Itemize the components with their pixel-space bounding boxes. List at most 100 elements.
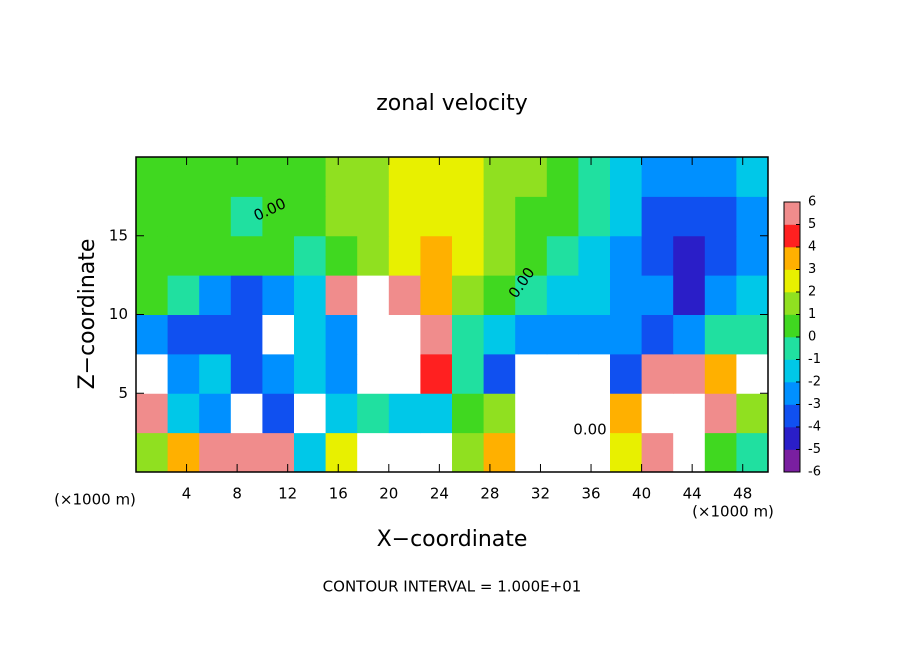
heat-cell <box>420 196 453 237</box>
heat-cell <box>546 432 579 473</box>
footer: CONTOUR INTERVAL = 1.000E+01 <box>323 578 582 596</box>
heat-cell <box>610 432 643 473</box>
heat-cell <box>262 353 295 394</box>
heat-cell <box>357 393 390 434</box>
heat-cell <box>325 275 358 315</box>
heat-cell <box>294 235 327 276</box>
heat-cell <box>483 275 516 315</box>
heat-cell <box>578 157 611 197</box>
y-tick-label: 15 <box>109 226 128 244</box>
heat-cell <box>610 353 643 394</box>
heat-cell <box>136 196 169 237</box>
heat-cell <box>641 393 674 434</box>
colorbar-swatch <box>784 314 800 338</box>
heat-cell <box>704 353 737 394</box>
heat-cell <box>420 432 453 473</box>
heat-cell <box>546 353 579 394</box>
heat-cell <box>262 393 295 434</box>
x-tick-label: 12 <box>278 485 297 503</box>
heat-cell <box>610 275 643 315</box>
heat-cell <box>357 275 390 315</box>
heat-cell <box>199 157 232 197</box>
heat-cell <box>199 235 232 276</box>
colorbar-swatch <box>784 202 800 225</box>
heat-cell <box>325 353 358 394</box>
heat-cell <box>230 275 263 315</box>
chart-title: zonal velocity <box>376 91 528 116</box>
heat-cell <box>673 275 706 315</box>
heat-cell <box>420 393 453 434</box>
heat-cell <box>136 157 169 197</box>
x-axis-label: X−coordinate <box>377 527 528 552</box>
heat-cell <box>230 157 263 197</box>
heat-cell <box>673 393 706 434</box>
heat-cell <box>483 432 516 473</box>
heat-cell <box>167 157 200 197</box>
heat-cell <box>578 235 611 276</box>
heat-cell <box>704 432 737 473</box>
x-tick-label: 20 <box>379 485 398 503</box>
colorbar-swatch <box>784 337 800 360</box>
heat-cell <box>546 157 579 197</box>
heat-cell <box>167 353 200 394</box>
heat-cell <box>167 196 200 237</box>
heat-cell <box>230 393 263 434</box>
heat-cell <box>546 393 579 434</box>
heat-cell <box>167 314 200 355</box>
colorbar-tick-label: -6 <box>808 465 821 480</box>
heat-cell <box>673 314 706 355</box>
colorbar-tick-label: 1 <box>808 307 816 322</box>
heat-cell <box>230 353 263 394</box>
heat-cell <box>483 314 516 355</box>
heat-cell <box>610 393 643 434</box>
colorbar-swatch <box>784 247 800 270</box>
colorbar-swatch <box>784 404 800 428</box>
heat-cell <box>262 432 295 473</box>
heat-cell <box>262 314 295 355</box>
heat-cell <box>736 275 769 315</box>
heat-cell <box>673 353 706 394</box>
colorbar-tick-label: -2 <box>808 375 821 390</box>
x-tick-label: 24 <box>430 485 449 503</box>
colorbar-tick-label: 6 <box>808 195 816 210</box>
colorbar-swatch <box>784 292 800 315</box>
heat-cell <box>452 196 485 237</box>
heat-cell <box>230 235 263 276</box>
heat-cell <box>420 314 453 355</box>
heat-cell <box>736 432 769 473</box>
heat-cell <box>420 157 453 197</box>
heat-cell <box>199 314 232 355</box>
colorbar-tick-label: -1 <box>808 352 821 367</box>
colorbar-tick-label: 4 <box>808 240 816 255</box>
heat-cell <box>199 275 232 315</box>
heat-cell <box>515 432 548 473</box>
heat-cell <box>736 353 769 394</box>
heat-cell <box>452 157 485 197</box>
heat-cell <box>704 196 737 237</box>
heat-cell <box>673 235 706 276</box>
heat-cell <box>294 157 327 197</box>
x-tick-label: 40 <box>632 485 651 503</box>
x-tick-label: 4 <box>182 485 192 503</box>
heat-cell <box>736 157 769 197</box>
colorbar-swatch <box>784 359 800 383</box>
colorbar-tick-label: -4 <box>808 420 821 435</box>
heat-cell <box>736 393 769 434</box>
heat-cell <box>388 432 421 473</box>
heat-cell <box>388 235 421 276</box>
heat-cell <box>515 235 548 276</box>
heat-cell <box>546 235 579 276</box>
y-tick-label: 5 <box>118 384 128 402</box>
heat-cell <box>325 196 358 237</box>
heat-cell <box>230 314 263 355</box>
colorbar-tick-label: -5 <box>808 442 821 457</box>
heat-cell <box>420 235 453 276</box>
heat-cell <box>167 393 200 434</box>
heat-cell <box>578 393 611 434</box>
heat-cell <box>641 314 674 355</box>
heat-cell <box>515 196 548 237</box>
heat-cell <box>452 393 485 434</box>
heat-cell <box>483 157 516 197</box>
heat-cell <box>673 196 706 237</box>
heat-cell <box>483 235 516 276</box>
